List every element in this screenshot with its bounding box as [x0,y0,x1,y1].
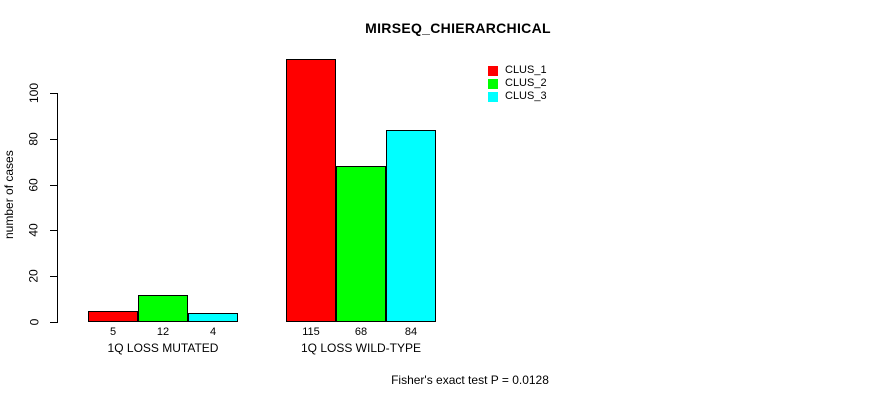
legend-swatch [488,65,498,76]
bar-value-label: 84 [404,326,418,338]
bar-clus_3-group2 [386,130,436,322]
legend: CLUS_1 CLUS_2 CLUS_3 [488,64,547,103]
y-tick-label: 20 [26,269,41,283]
bar-clus_3-group1 [188,313,238,322]
chart-title: MIRSEQ_CHIERARCHICAL [365,20,551,36]
y-axis-label: number of cases [2,150,16,240]
legend-swatch [488,78,498,89]
y-tick-label: 0 [27,318,41,326]
legend-swatch [488,91,498,102]
legend-item-clus_3: CLUS_3 [488,90,547,103]
y-tick-label: 60 [26,178,41,192]
legend-label: CLUS_1 [505,64,547,76]
y-tick-label: 80 [26,132,41,146]
legend-label: CLUS_3 [505,90,547,102]
y-tick [50,93,57,94]
x-group-label: 1Q LOSS WILD-TYPE [300,341,422,355]
y-tick [50,230,57,231]
bar-clus_2-group1 [138,295,188,322]
y-tick [50,276,57,277]
y-axis-line [57,93,58,323]
bar-value-label: 4 [209,326,217,338]
y-tick-label: 100 [27,82,41,104]
bar-value-label: 115 [302,326,320,338]
annotation-fisher-test: Fisher's exact test P = 0.0128 [391,373,549,387]
y-tick-label: 40 [26,223,41,237]
bar-clus_1-group1 [88,311,138,322]
y-tick [50,322,57,323]
legend-label: CLUS_2 [505,77,547,89]
x-group-label: 1Q LOSS MUTATED [107,341,219,355]
bar-value-label: 68 [354,326,368,338]
legend-item-clus_2: CLUS_2 [488,77,547,90]
bar-clus_1-group2 [286,59,336,322]
legend-item-clus_1: CLUS_1 [488,64,547,77]
bar-clus_2-group2 [336,166,386,322]
y-tick [50,185,57,186]
bar-value-label: 5 [109,326,117,338]
y-tick [50,139,57,140]
bar-value-label: 12 [156,326,170,338]
